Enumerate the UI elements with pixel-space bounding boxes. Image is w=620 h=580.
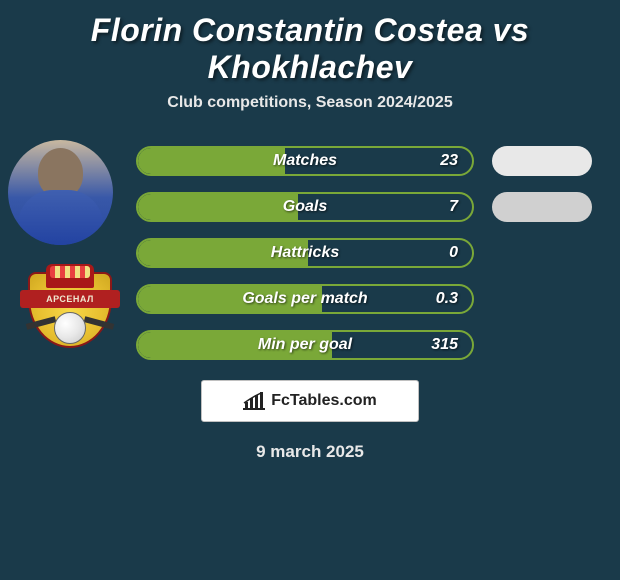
stat-row-goals: Goals 7 (136, 184, 610, 230)
stat-label: Goals (283, 198, 327, 216)
stat-pill: Matches 23 (136, 146, 474, 176)
stat-label: Min per goal (258, 336, 352, 354)
badge-ball (54, 312, 86, 344)
stat-label: Goals per match (242, 290, 367, 308)
player-avatar (8, 140, 113, 245)
page-title: Florin Constantin Costea vs Khokhlachev (0, 0, 620, 90)
stat-fill (138, 194, 298, 220)
club-badge: АРСЕНАЛ (18, 266, 123, 354)
stat-value: 0.3 (436, 290, 458, 308)
stat-pill: Min per goal 315 (136, 330, 474, 360)
badge-crest-top (46, 264, 94, 288)
stat-value: 0 (449, 244, 458, 262)
stat-row-matches: Matches 23 (136, 138, 610, 184)
stat-label: Hattricks (271, 244, 339, 262)
stat-label: Matches (273, 152, 337, 170)
badge-banner: АРСЕНАЛ (20, 290, 120, 308)
subtitle: Club competitions, Season 2024/2025 (0, 90, 620, 126)
bar-chart-icon (243, 392, 265, 410)
right-comparison-pill (492, 192, 592, 222)
stat-fill (138, 148, 285, 174)
stat-row-hattricks: Hattricks 0 (136, 230, 610, 276)
comparison-area: АРСЕНАЛ Matches 23 Goals 7 Hattricks (0, 126, 620, 462)
right-comparison-pill (492, 146, 592, 176)
date-text: 9 march 2025 (0, 422, 620, 462)
stat-value: 7 (449, 198, 458, 216)
stat-row-min-per-goal: Min per goal 315 (136, 322, 610, 368)
source-badge[interactable]: FcTables.com (201, 380, 419, 422)
stat-pill: Goals per match 0.3 (136, 284, 474, 314)
stat-value: 315 (431, 336, 458, 354)
stat-row-goals-per-match: Goals per match 0.3 (136, 276, 610, 322)
stat-pill: Goals 7 (136, 192, 474, 222)
source-label: FcTables.com (271, 392, 377, 410)
stat-pill: Hattricks 0 (136, 238, 474, 268)
stat-value: 23 (440, 152, 458, 170)
